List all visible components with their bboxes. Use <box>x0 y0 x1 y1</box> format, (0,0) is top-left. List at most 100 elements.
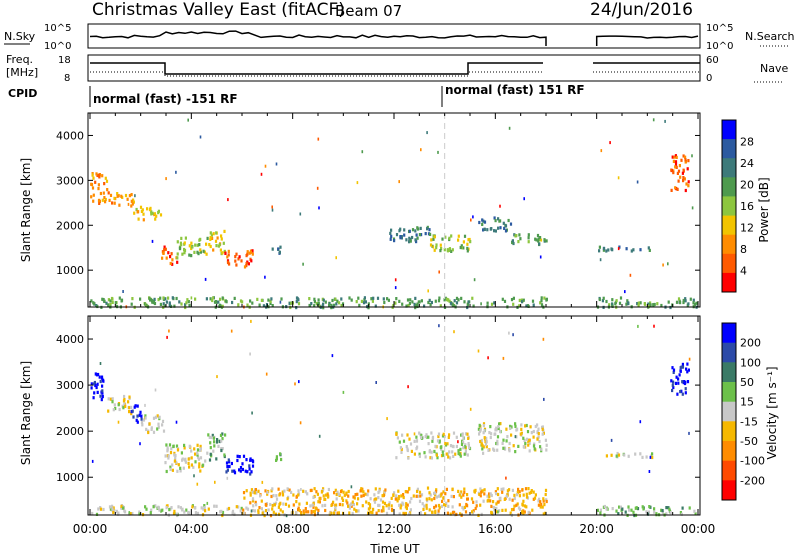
data-cell <box>636 507 640 511</box>
data-cell <box>693 509 696 513</box>
data-cell <box>342 490 345 494</box>
data-cell <box>531 508 534 512</box>
data-cell <box>111 201 114 205</box>
scatter-segment <box>108 192 135 208</box>
data-cell <box>401 433 404 437</box>
data-cell <box>264 489 267 493</box>
data-cell <box>168 443 172 447</box>
data-cell <box>527 240 530 244</box>
data-cell <box>665 512 668 516</box>
power-ylabel: Slant Range [km] <box>19 158 33 262</box>
data-cell <box>196 250 199 254</box>
data-cell <box>514 435 517 439</box>
data-cell <box>241 467 244 472</box>
data-cell <box>141 423 144 427</box>
data-cell <box>116 192 119 196</box>
data-cell <box>448 247 451 251</box>
data-cell <box>107 409 110 413</box>
data-cell <box>175 444 179 448</box>
data-cell <box>685 367 688 371</box>
data-cell <box>249 299 252 303</box>
data-cell <box>162 296 165 300</box>
data-cell <box>515 428 518 432</box>
data-cell <box>643 302 647 306</box>
data-cell <box>688 506 691 510</box>
data-cell <box>427 435 430 439</box>
data-cell <box>118 296 121 300</box>
scatter-segment <box>605 451 654 460</box>
data-cell <box>455 296 459 300</box>
data-cell <box>409 298 412 302</box>
data-cell <box>434 299 437 303</box>
data-cell <box>164 304 167 308</box>
data-cell <box>430 238 433 242</box>
data-cell <box>488 431 491 435</box>
data-cell <box>341 498 345 502</box>
data-cell <box>171 262 174 266</box>
data-cell <box>158 508 161 512</box>
data-cell <box>91 186 95 190</box>
data-cell <box>625 247 628 251</box>
data-cell <box>415 233 418 237</box>
data-cell <box>516 502 519 506</box>
data-cell <box>479 439 482 444</box>
data-cell <box>416 236 419 240</box>
data-cell <box>430 456 433 460</box>
data-cell <box>173 459 176 463</box>
data-cell <box>321 304 324 308</box>
data-cell <box>245 264 248 268</box>
data-cell <box>154 388 157 392</box>
data-cell <box>90 183 94 187</box>
data-cell <box>285 514 288 518</box>
data-cell <box>542 512 545 516</box>
data-cell <box>598 249 601 253</box>
data-cell <box>649 301 652 305</box>
data-cell <box>599 511 602 515</box>
data-cell <box>490 504 493 508</box>
colorbar-swatch <box>722 196 736 216</box>
data-cell <box>243 496 246 500</box>
data-cell <box>517 487 520 491</box>
data-cell <box>520 423 523 427</box>
data-cell <box>249 457 252 461</box>
data-cell <box>188 465 191 469</box>
data-cell <box>416 226 419 230</box>
data-cell <box>245 489 248 493</box>
data-cell <box>410 496 413 501</box>
data-cell <box>451 510 455 515</box>
data-cell <box>331 354 334 358</box>
data-cell <box>251 249 254 253</box>
data-cell <box>101 389 104 393</box>
data-cell <box>481 218 484 222</box>
colorbar-tick-label: -200 <box>740 474 765 487</box>
data-cell <box>674 381 677 385</box>
data-cell <box>286 487 289 491</box>
data-cell <box>100 376 104 380</box>
data-cell <box>537 239 540 243</box>
data-cell <box>400 450 403 454</box>
data-cell <box>511 498 514 502</box>
data-cell <box>545 448 548 452</box>
colorbar-tick-label: 200 <box>740 337 761 350</box>
data-cell <box>420 233 423 237</box>
data-cell <box>353 496 356 500</box>
data-cell <box>220 447 223 451</box>
data-cell <box>459 245 462 250</box>
data-cell <box>183 241 186 245</box>
scatter-segment <box>395 431 472 460</box>
data-cell <box>687 302 690 306</box>
data-cell <box>496 448 499 452</box>
data-cell <box>539 301 542 305</box>
data-cell <box>311 503 314 507</box>
data-cell <box>418 233 421 237</box>
data-cell <box>322 494 325 498</box>
data-cell <box>167 454 170 458</box>
data-cell <box>404 511 407 516</box>
data-cell <box>518 304 521 308</box>
data-cell <box>226 476 229 480</box>
data-cell <box>423 451 426 455</box>
data-cell <box>416 489 419 493</box>
data-cell <box>463 490 466 494</box>
data-cell <box>523 510 526 514</box>
data-cell <box>634 452 637 456</box>
